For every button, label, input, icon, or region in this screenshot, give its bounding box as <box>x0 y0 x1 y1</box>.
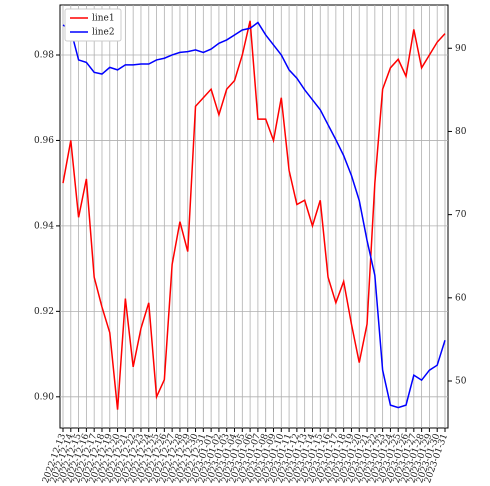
series-line <box>62 21 446 409</box>
plot-frame <box>59 4 449 429</box>
y-tick-label: 0.92 <box>34 307 54 317</box>
y-tick-label: 0.90 <box>34 392 54 402</box>
y-tick-label: 0.96 <box>34 136 54 146</box>
legend-label: line2 <box>92 28 115 38</box>
y2-tick-label: 50 <box>455 377 467 387</box>
series-line <box>62 20 446 410</box>
legend: line1 line2 <box>64 8 122 42</box>
y2-tick-label: 80 <box>455 127 467 137</box>
y2-tick-label: 90 <box>455 44 467 54</box>
legend-label: line1 <box>92 14 115 24</box>
y-tick-label: 0.94 <box>34 221 54 231</box>
y-tick-label: 0.98 <box>34 50 54 60</box>
y2-tick-label: 60 <box>455 293 467 303</box>
legend-box <box>64 8 122 42</box>
y2-tick-label: 70 <box>455 210 467 220</box>
